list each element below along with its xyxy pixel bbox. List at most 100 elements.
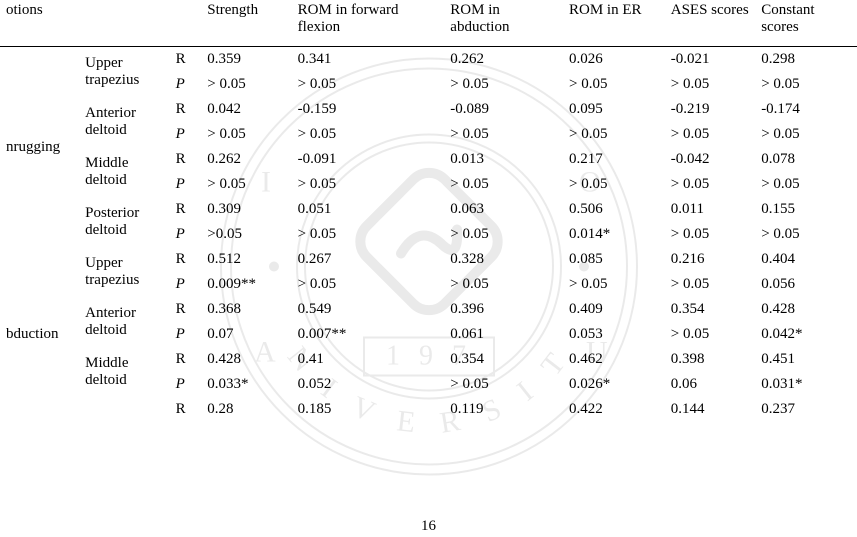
- value-cell: > 0.05: [292, 272, 445, 297]
- value-cell: 0.262: [201, 147, 291, 172]
- value-cell: > 0.05: [444, 372, 563, 397]
- table-row: Anterior deltoidR0.3680.5490.3960.4090.3…: [0, 297, 857, 322]
- value-cell: 0.396: [444, 297, 563, 322]
- col-motion: otions: [0, 0, 79, 47]
- value-cell: > 0.05: [444, 72, 563, 97]
- value-cell: > 0.05: [444, 122, 563, 147]
- value-cell: > 0.05: [444, 272, 563, 297]
- value-cell: 0.217: [563, 147, 665, 172]
- value-cell: > 0.05: [755, 122, 857, 147]
- table-row: Anterior deltoidR0.042-0.159-0.0890.095-…: [0, 97, 857, 122]
- value-cell: -0.159: [292, 97, 445, 122]
- value-cell: 0.512: [201, 247, 291, 272]
- value-cell: 0.051: [292, 197, 445, 222]
- value-cell: 0.014*: [563, 222, 665, 247]
- table-body: nruggingUpper trapeziusR0.3590.3410.2620…: [0, 47, 857, 423]
- motion-cell: nrugging: [0, 47, 79, 248]
- value-cell: 0.144: [665, 397, 755, 422]
- value-cell: 0.404: [755, 247, 857, 272]
- value-cell: 0.061: [444, 322, 563, 347]
- value-cell: 0.237: [755, 397, 857, 422]
- correlation-table: otions Strength ROM in forward flexion R…: [0, 0, 857, 422]
- motion-cell: bduction: [0, 247, 79, 422]
- muscle-cell: Anterior deltoid: [79, 97, 169, 147]
- muscle-cell: Posterior deltoid: [79, 197, 169, 247]
- value-cell: > 0.05: [444, 172, 563, 197]
- stat-cell: R: [170, 247, 202, 272]
- value-cell: -0.219: [665, 97, 755, 122]
- value-cell: > 0.05: [755, 72, 857, 97]
- value-cell: 0.428: [201, 347, 291, 372]
- value-cell: > 0.05: [563, 172, 665, 197]
- value-cell: >0.05: [201, 222, 291, 247]
- stat-cell: R: [170, 97, 202, 122]
- muscle-cell: Anterior deltoid: [79, 297, 169, 347]
- value-cell: > 0.05: [665, 272, 755, 297]
- data-table-wrapper: otions Strength ROM in forward flexion R…: [0, 0, 857, 422]
- value-cell: 0.409: [563, 297, 665, 322]
- value-cell: > 0.05: [201, 172, 291, 197]
- value-cell: -0.042: [665, 147, 755, 172]
- stat-cell: P: [170, 172, 202, 197]
- value-cell: 0.41: [292, 347, 445, 372]
- col-ases: ASES scores: [665, 0, 755, 47]
- col-constant: Constant scores: [755, 0, 857, 47]
- value-cell: 0.428: [755, 297, 857, 322]
- value-cell: 0.119: [444, 397, 563, 422]
- stat-cell: P: [170, 372, 202, 397]
- muscle-cell: Upper trapezius: [79, 247, 169, 297]
- value-cell: 0.026*: [563, 372, 665, 397]
- value-cell: > 0.05: [563, 72, 665, 97]
- value-cell: 0.309: [201, 197, 291, 222]
- muscle-cell: Upper trapezius: [79, 47, 169, 98]
- value-cell: 0.085: [563, 247, 665, 272]
- value-cell: 0.549: [292, 297, 445, 322]
- value-cell: > 0.05: [755, 172, 857, 197]
- value-cell: -0.089: [444, 97, 563, 122]
- value-cell: 0.28: [201, 397, 291, 422]
- value-cell: 0.216: [665, 247, 755, 272]
- value-cell: 0.011: [665, 197, 755, 222]
- value-cell: 0.095: [563, 97, 665, 122]
- table-row: nruggingUpper trapeziusR0.3590.3410.2620…: [0, 47, 857, 73]
- value-cell: > 0.05: [292, 72, 445, 97]
- stat-cell: P: [170, 222, 202, 247]
- value-cell: 0.359: [201, 47, 291, 73]
- page-number: 16: [0, 518, 857, 535]
- value-cell: 0.354: [444, 347, 563, 372]
- value-cell: > 0.05: [201, 72, 291, 97]
- value-cell: 0.063: [444, 197, 563, 222]
- stat-cell: P: [170, 322, 202, 347]
- value-cell: 0.052: [292, 372, 445, 397]
- value-cell: 0.328: [444, 247, 563, 272]
- col-stat: [170, 0, 202, 47]
- value-cell: 0.298: [755, 47, 857, 73]
- value-cell: > 0.05: [665, 222, 755, 247]
- value-cell: > 0.05: [755, 222, 857, 247]
- value-cell: > 0.05: [201, 122, 291, 147]
- value-cell: 0.398: [665, 347, 755, 372]
- value-cell: 0.033*: [201, 372, 291, 397]
- muscle-cell: [79, 397, 169, 422]
- value-cell: 0.451: [755, 347, 857, 372]
- muscle-cell: Middle deltoid: [79, 147, 169, 197]
- value-cell: 0.422: [563, 397, 665, 422]
- stat-cell: R: [170, 47, 202, 73]
- value-cell: > 0.05: [563, 272, 665, 297]
- value-cell: -0.174: [755, 97, 857, 122]
- value-cell: 0.354: [665, 297, 755, 322]
- value-cell: > 0.05: [292, 172, 445, 197]
- value-cell: > 0.05: [444, 222, 563, 247]
- value-cell: > 0.05: [292, 222, 445, 247]
- value-cell: > 0.05: [665, 172, 755, 197]
- value-cell: 0.042: [201, 97, 291, 122]
- value-cell: 0.506: [563, 197, 665, 222]
- value-cell: 0.026: [563, 47, 665, 73]
- muscle-cell: Middle deltoid: [79, 347, 169, 397]
- col-strength: Strength: [201, 0, 291, 47]
- value-cell: 0.009**: [201, 272, 291, 297]
- table-row: R0.280.1850.1190.4220.1440.237: [0, 397, 857, 422]
- value-cell: 0.462: [563, 347, 665, 372]
- stat-cell: P: [170, 72, 202, 97]
- stat-cell: R: [170, 347, 202, 372]
